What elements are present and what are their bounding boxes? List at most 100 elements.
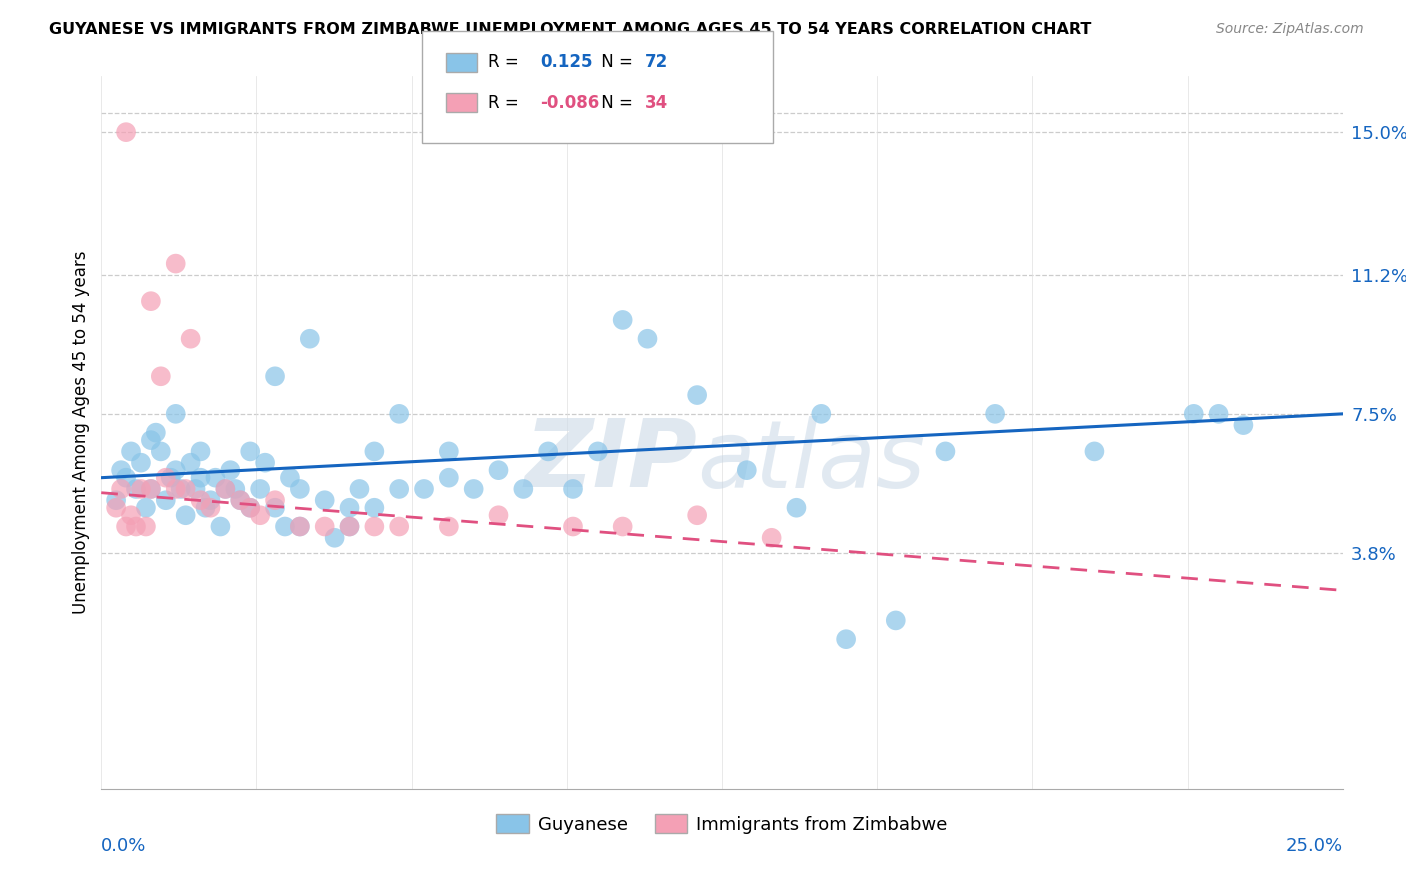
Point	[165, 482, 187, 496]
Point	[984, 407, 1007, 421]
Point	[135, 500, 157, 515]
Point	[249, 482, 271, 496]
Point	[249, 508, 271, 523]
Text: N =: N =	[596, 94, 638, 112]
Text: 25.0%: 25.0%	[1285, 837, 1343, 855]
Point	[388, 482, 411, 496]
Point	[835, 632, 858, 647]
Point	[120, 508, 142, 523]
Point	[170, 482, 193, 496]
Text: R =: R =	[488, 94, 524, 112]
Point	[165, 257, 187, 271]
Point	[184, 482, 207, 496]
Point	[278, 471, 301, 485]
Text: 34: 34	[645, 94, 669, 112]
Point	[105, 500, 128, 515]
Point	[115, 471, 138, 485]
Text: 72: 72	[645, 54, 669, 71]
Point	[388, 407, 411, 421]
Text: N =: N =	[596, 54, 638, 71]
Point	[174, 482, 197, 496]
Point	[1182, 407, 1205, 421]
Point	[110, 482, 132, 496]
Text: -0.086: -0.086	[540, 94, 599, 112]
Point	[288, 519, 311, 533]
Point	[339, 519, 361, 533]
Point	[135, 519, 157, 533]
Point	[239, 500, 262, 515]
Point	[761, 531, 783, 545]
Point	[149, 369, 172, 384]
Point	[159, 471, 181, 485]
Point	[264, 500, 287, 515]
Point	[288, 482, 311, 496]
Point	[437, 444, 460, 458]
Point	[125, 519, 148, 533]
Point	[224, 482, 246, 496]
Point	[145, 425, 167, 440]
Point	[194, 500, 217, 515]
Point	[884, 614, 907, 628]
Point	[105, 493, 128, 508]
Text: R =: R =	[488, 54, 524, 71]
Point	[229, 493, 252, 508]
Point	[155, 493, 177, 508]
Point	[810, 407, 832, 421]
Point	[264, 493, 287, 508]
Point	[735, 463, 758, 477]
Point	[214, 482, 236, 496]
Point	[437, 519, 460, 533]
Point	[239, 500, 262, 515]
Point	[129, 456, 152, 470]
Point	[314, 493, 336, 508]
Point	[209, 519, 232, 533]
Text: ZIP: ZIP	[524, 415, 697, 508]
Point	[363, 519, 385, 533]
Point	[200, 500, 222, 515]
Point	[934, 444, 956, 458]
Point	[274, 519, 297, 533]
Point	[363, 444, 385, 458]
Point	[200, 493, 222, 508]
Point	[204, 471, 226, 485]
Text: 0.0%: 0.0%	[101, 837, 146, 855]
Point	[139, 294, 162, 309]
Point	[1083, 444, 1105, 458]
Point	[190, 493, 212, 508]
Text: Source: ZipAtlas.com: Source: ZipAtlas.com	[1216, 22, 1364, 37]
Point	[229, 493, 252, 508]
Point	[149, 444, 172, 458]
Point	[437, 471, 460, 485]
Text: GUYANESE VS IMMIGRANTS FROM ZIMBABWE UNEMPLOYMENT AMONG AGES 45 TO 54 YEARS CORR: GUYANESE VS IMMIGRANTS FROM ZIMBABWE UNE…	[49, 22, 1091, 37]
Text: 0.125: 0.125	[540, 54, 592, 71]
Point	[586, 444, 609, 458]
Legend: Guyanese, Immigrants from Zimbabwe: Guyanese, Immigrants from Zimbabwe	[489, 807, 955, 841]
Point	[413, 482, 436, 496]
Point	[165, 407, 187, 421]
Point	[180, 332, 202, 346]
Point	[129, 482, 152, 496]
Point	[363, 500, 385, 515]
Text: atlas: atlas	[697, 416, 925, 507]
Point	[190, 444, 212, 458]
Point	[562, 519, 585, 533]
Point	[349, 482, 371, 496]
Point	[612, 313, 634, 327]
Point	[254, 456, 277, 470]
Point	[190, 471, 212, 485]
Point	[239, 444, 262, 458]
Point	[115, 125, 138, 139]
Point	[537, 444, 560, 458]
Point	[298, 332, 321, 346]
Point	[219, 463, 242, 477]
Point	[110, 463, 132, 477]
Point	[339, 500, 361, 515]
Point	[125, 482, 148, 496]
Point	[264, 369, 287, 384]
Point	[612, 519, 634, 533]
Point	[637, 332, 659, 346]
Point	[488, 508, 510, 523]
Point	[115, 519, 138, 533]
Point	[488, 463, 510, 477]
Point	[785, 500, 807, 515]
